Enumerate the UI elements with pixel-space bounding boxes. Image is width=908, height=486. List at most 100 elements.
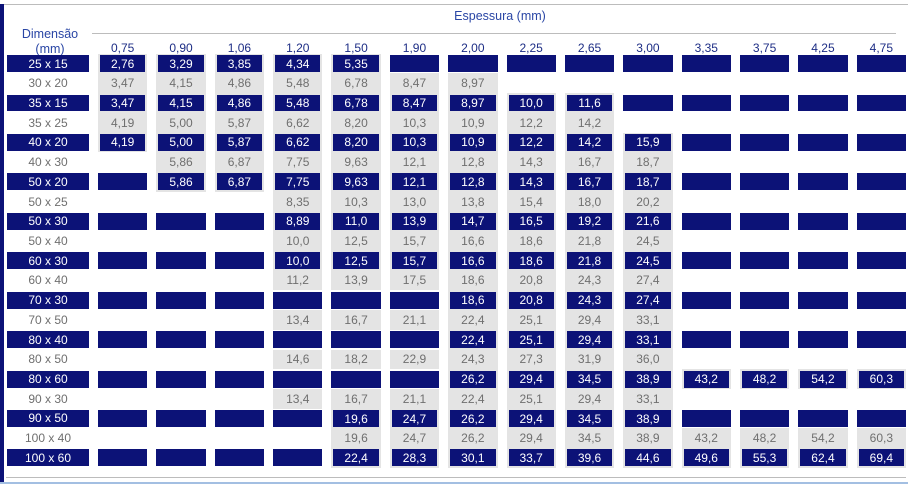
cell-value: 16,6 bbox=[450, 252, 496, 270]
table-cell bbox=[215, 231, 264, 251]
empty-cell-bar bbox=[564, 55, 615, 72]
thickness-column-header: 2,00 bbox=[461, 41, 485, 55]
table-cell: 24,3 bbox=[564, 290, 615, 311]
cell-value: 18,7 bbox=[623, 152, 673, 173]
table-cell: 8,97 bbox=[448, 73, 498, 94]
table-cell bbox=[156, 211, 206, 231]
table-cell bbox=[856, 133, 906, 153]
cell-value: 20,8 bbox=[506, 270, 556, 291]
cell-value: 5,35 bbox=[333, 55, 379, 73]
cell-value: 18,7 bbox=[625, 173, 671, 191]
cell-value: 15,4 bbox=[506, 191, 556, 212]
table-cell bbox=[98, 330, 148, 350]
table-cell: 21,8 bbox=[564, 231, 615, 251]
row-label: 30 x 20 bbox=[7, 73, 89, 93]
cell-value: 18,6 bbox=[450, 291, 496, 309]
cell-value: 22,4 bbox=[448, 310, 498, 330]
cell-value: 60,3 bbox=[858, 370, 904, 388]
table-cell: 28,3 bbox=[389, 448, 440, 468]
cell-value: 6,62 bbox=[273, 112, 323, 133]
table-cell: 29,4 bbox=[506, 408, 556, 429]
table-cell: 33,1 bbox=[623, 310, 673, 330]
table-cell: 6,62 bbox=[273, 112, 323, 133]
empty-cell-bar bbox=[739, 94, 790, 112]
table-cell bbox=[214, 211, 265, 231]
table-cell: 9,63 bbox=[331, 172, 381, 192]
table-cell bbox=[98, 389, 147, 409]
cell-value: 8,97 bbox=[448, 73, 498, 94]
table-cell bbox=[214, 448, 265, 468]
table-cell: 3,47 bbox=[98, 73, 148, 94]
cell-value: 29,4 bbox=[508, 410, 554, 427]
cell-value: 13,4 bbox=[273, 310, 323, 330]
table-cell bbox=[623, 113, 672, 133]
table-cell bbox=[98, 231, 147, 251]
cell-value: 62,4 bbox=[800, 449, 846, 467]
empty-cell-bar bbox=[331, 291, 381, 309]
cell-value: 4,19 bbox=[98, 112, 148, 133]
empty-cell-bar bbox=[798, 331, 848, 349]
row-label: 50 x 20 bbox=[7, 172, 89, 192]
table-cell: 18,0 bbox=[564, 191, 615, 212]
table-cell bbox=[682, 389, 731, 409]
cell-value: 24,7 bbox=[391, 410, 438, 427]
table-cell: 24,3 bbox=[564, 270, 615, 291]
cell-value: 16,6 bbox=[448, 231, 498, 251]
table-cell bbox=[448, 54, 498, 74]
table-cell bbox=[739, 251, 790, 271]
cell-value: 43,2 bbox=[683, 370, 729, 388]
row-label-text: 35 x 15 bbox=[7, 94, 89, 112]
empty-cell-bar bbox=[739, 331, 790, 349]
table-cell bbox=[156, 231, 205, 251]
table-cell: 5,00 bbox=[156, 112, 206, 133]
row-label: 80 x 60 bbox=[7, 369, 89, 389]
table-cell bbox=[681, 172, 731, 192]
table-cell bbox=[98, 211, 148, 231]
table-cell: 13,8 bbox=[448, 191, 498, 212]
cell-value: 25,1 bbox=[506, 388, 556, 409]
cell-value: 26,2 bbox=[450, 370, 496, 388]
cell-value: 14,3 bbox=[506, 152, 556, 173]
table-cell bbox=[740, 389, 789, 409]
table-cell: 25,1 bbox=[506, 310, 556, 330]
cell-value: 5,86 bbox=[158, 173, 204, 191]
table-cell: 25,1 bbox=[506, 329, 556, 350]
table-cell: 15,9 bbox=[623, 132, 673, 153]
cell-value: 19,6 bbox=[333, 410, 379, 427]
table-cell bbox=[798, 330, 848, 350]
cell-value: 12,1 bbox=[391, 173, 438, 191]
cell-value: 25,1 bbox=[508, 331, 554, 349]
cell-value: 4,15 bbox=[158, 94, 204, 112]
table-cell: 10,3 bbox=[389, 112, 440, 133]
table-cell: 13,4 bbox=[273, 388, 323, 409]
row-label-text: 80 x 40 bbox=[7, 331, 89, 349]
table-cell: 18,6 bbox=[448, 290, 498, 311]
empty-cell-bar bbox=[856, 212, 906, 230]
table-cell: 34,5 bbox=[564, 369, 615, 389]
table-cell bbox=[156, 290, 206, 310]
empty-cell-bar bbox=[798, 94, 848, 112]
empty-cell-bar bbox=[273, 449, 323, 467]
thickness-column-header: 2,65 bbox=[577, 41, 602, 55]
empty-cell-bar bbox=[331, 370, 381, 388]
cell-value: 38,9 bbox=[623, 428, 673, 449]
column-group-title: Espessura (mm) bbox=[454, 9, 546, 23]
cell-value: 8,20 bbox=[331, 112, 381, 133]
cell-value: 27,4 bbox=[625, 291, 671, 309]
cell-value: 69,4 bbox=[858, 449, 904, 467]
left-accent-bar bbox=[0, 4, 4, 482]
table-cell: 18,2 bbox=[331, 349, 381, 370]
row-label: 80 x 50 bbox=[7, 350, 89, 370]
table-corner-spacer bbox=[7, 34, 89, 54]
cell-value: 12,2 bbox=[508, 133, 554, 151]
cell-value: 33,1 bbox=[625, 331, 671, 349]
row-label-text: 90 x 50 bbox=[7, 410, 89, 427]
table-cell: 10,3 bbox=[389, 132, 440, 153]
table-cell bbox=[856, 251, 906, 271]
cell-value: 6,87 bbox=[216, 173, 263, 191]
empty-cell-bar bbox=[798, 133, 848, 151]
cell-value: 11,6 bbox=[566, 94, 613, 112]
cell-value: 5,48 bbox=[275, 94, 321, 112]
table-cell: 29,4 bbox=[564, 310, 615, 330]
empty-cell-bar bbox=[623, 94, 673, 112]
